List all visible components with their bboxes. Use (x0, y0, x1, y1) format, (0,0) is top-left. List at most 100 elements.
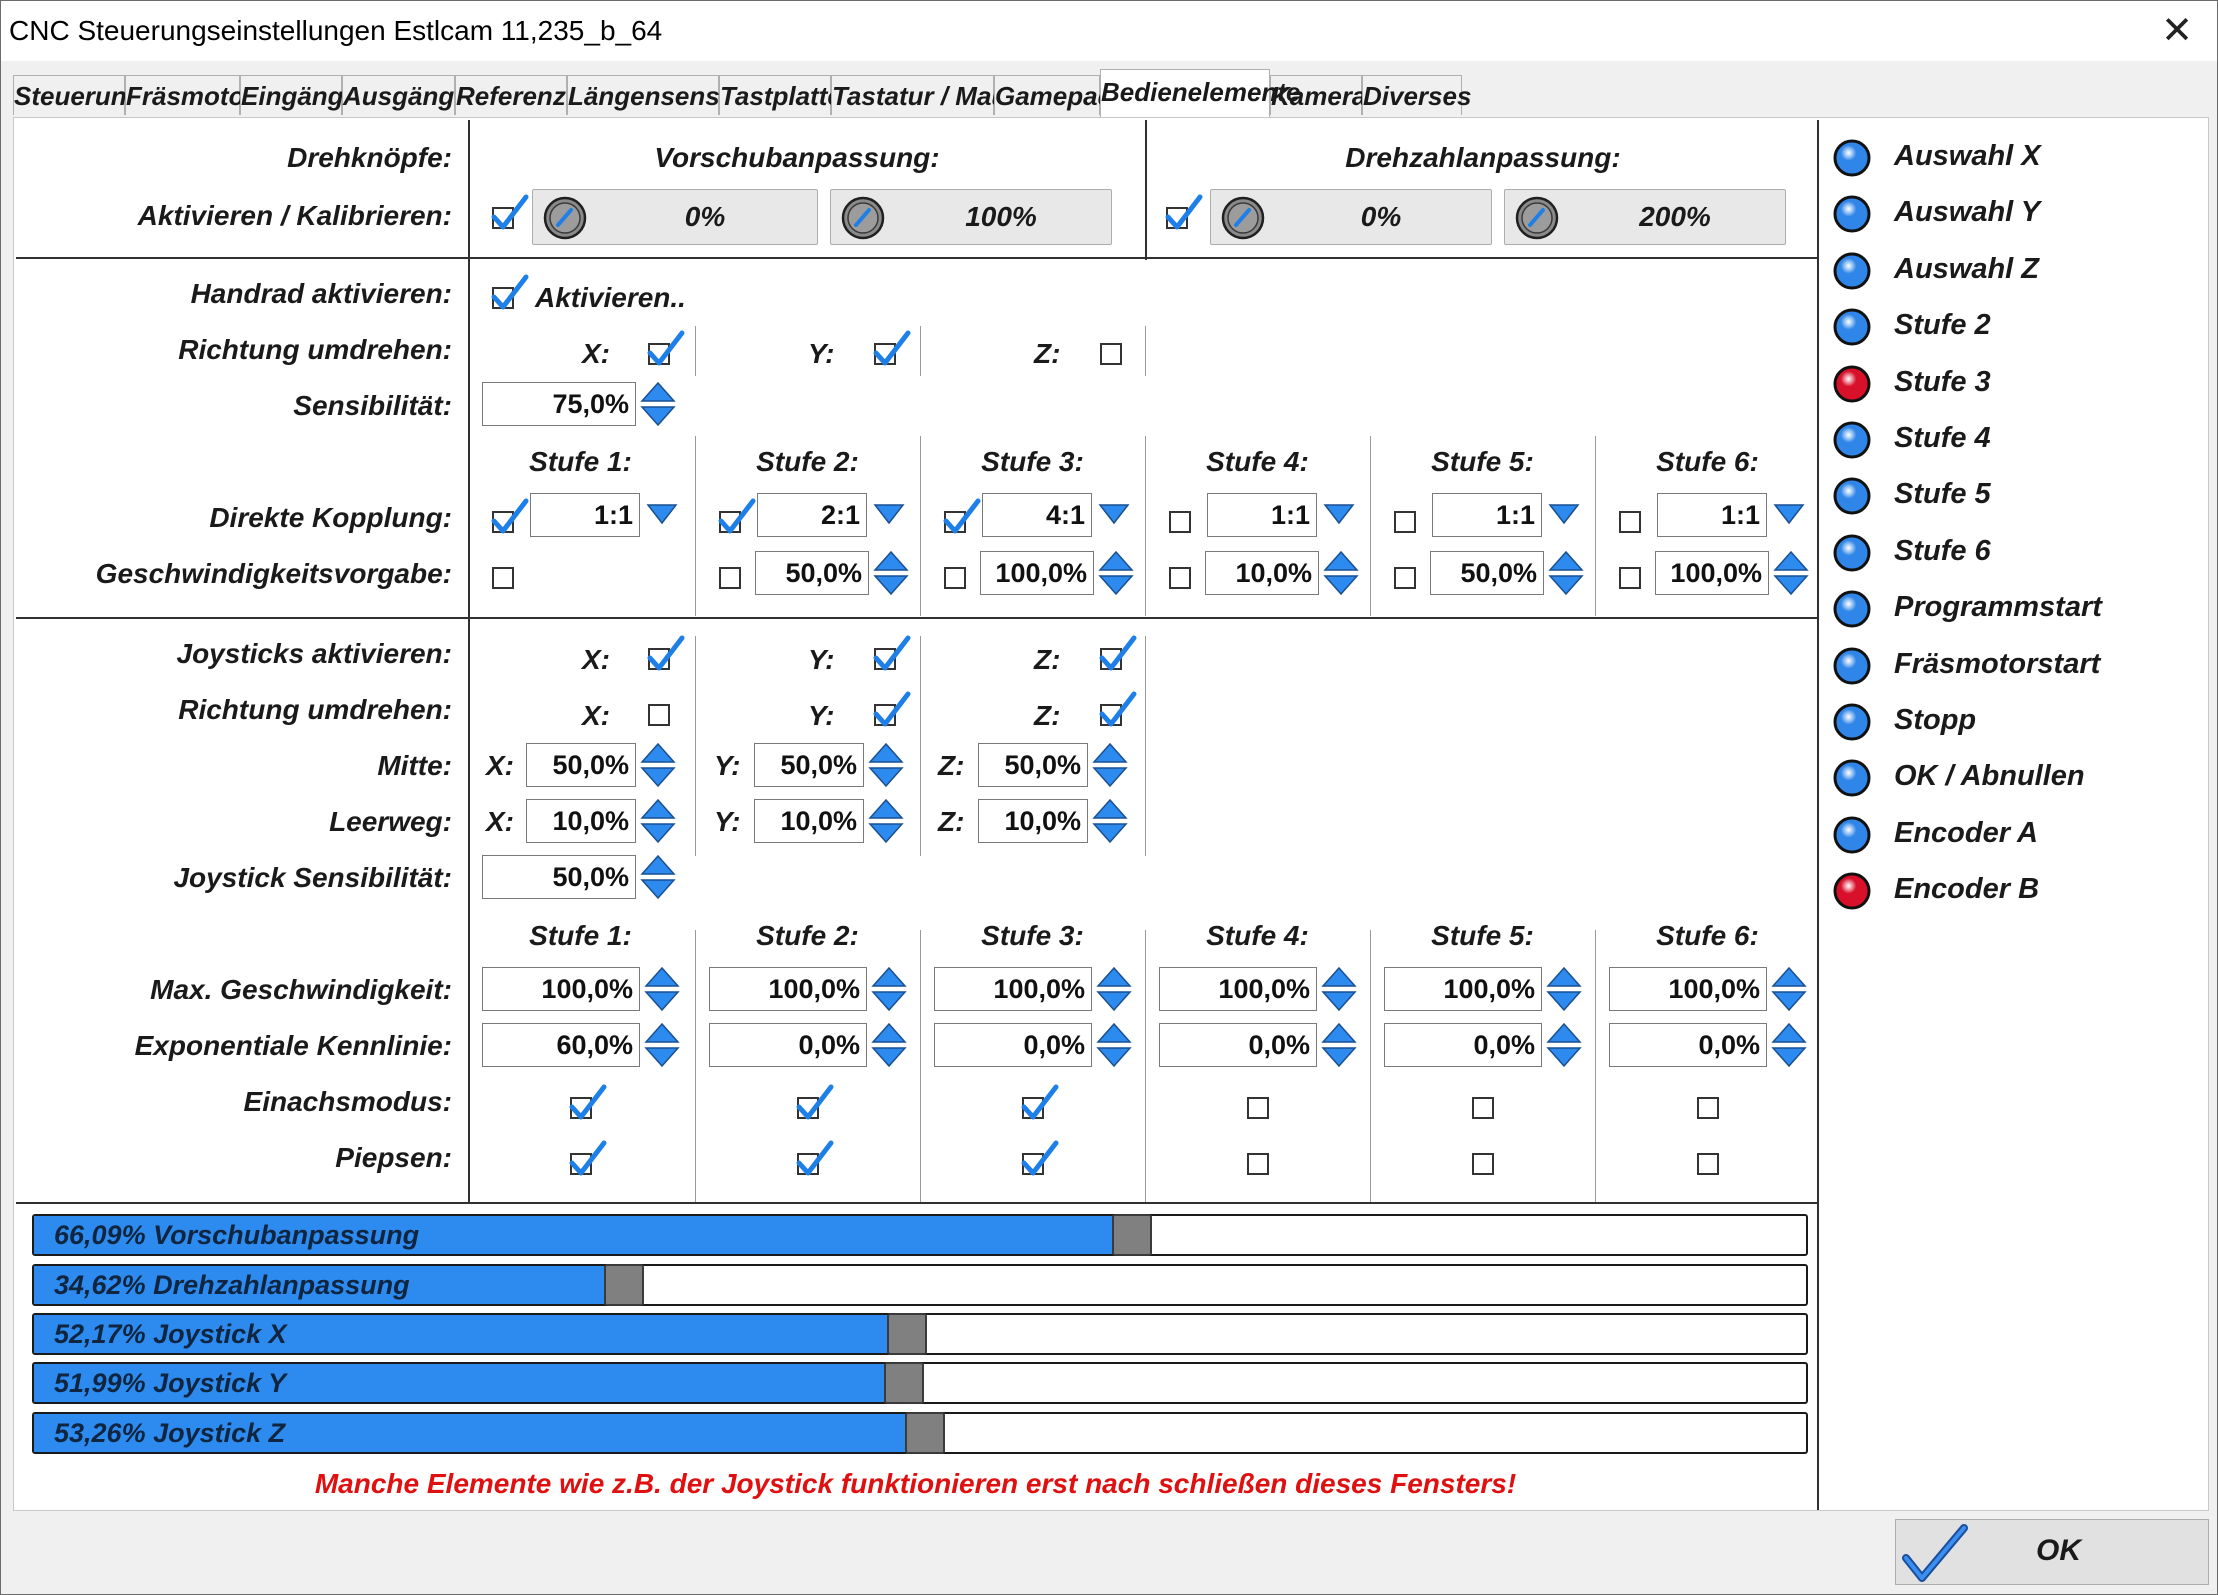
tab-steuerung[interactable]: Steuerung (13, 75, 143, 115)
tab-längensensor[interactable]: Längensensor (567, 75, 746, 115)
feed-max-calibrate-button[interactable]: 100% (830, 189, 1112, 245)
joystick-center-y-input-spinner[interactable] (868, 741, 904, 789)
speed-preset-stage-6-checkbox[interactable] (1619, 567, 1641, 589)
single-axis-stage-2-checkbox[interactable] (796, 1084, 834, 1120)
speed-min-calibrate-button[interactable]: 0% (1210, 189, 1492, 245)
handwheel-reverse-y-checkbox[interactable] (873, 330, 911, 366)
joystick-deadzone-x-input-spinner[interactable] (640, 797, 676, 845)
coupling-stage-5-ratio-dropdown-icon[interactable] (1546, 493, 1582, 537)
joystick-center-x-input[interactable]: 50,0% (526, 743, 636, 787)
speed-preset-stage-5-input[interactable]: 50,0% (1430, 551, 1544, 595)
tab-diverses[interactable]: Diverses (1362, 75, 1471, 115)
handwheel-sensitivity-input-spinner[interactable] (640, 380, 676, 428)
tab-ausgänge[interactable]: Ausgänge (342, 75, 469, 115)
handwheel-reverse-z-checkbox[interactable] (1100, 343, 1122, 365)
expo-stage-2-input-spinner[interactable] (871, 1021, 907, 1069)
tab-bedienelemente[interactable]: Bedienelemente (1100, 69, 1300, 117)
coupling-stage-4-checkbox[interactable] (1169, 511, 1191, 533)
coupling-stage-2-ratio-dropdown-icon[interactable] (871, 493, 907, 537)
joystick-center-x-input-spinner[interactable] (640, 741, 676, 789)
single-axis-stage-3-checkbox[interactable] (1021, 1084, 1059, 1120)
beep-stage-2-checkbox[interactable] (796, 1140, 834, 1176)
handwheel-sensitivity-input[interactable]: 75,0% (482, 382, 636, 426)
coupling-stage-5-ratio[interactable]: 1:1 (1432, 493, 1542, 537)
max-speed-stage-1-input-spinner[interactable] (644, 965, 680, 1013)
speed-preset-stage-5-input-spinner[interactable] (1548, 549, 1584, 597)
joystick-enable-z-checkbox[interactable] (1099, 635, 1137, 671)
beep-stage-6-checkbox[interactable] (1697, 1153, 1719, 1175)
coupling-stage-6-ratio-dropdown-icon[interactable] (1771, 493, 1807, 537)
tab-kamera[interactable]: Kamera (1270, 75, 1366, 115)
coupling-stage-1-ratio[interactable]: 1:1 (530, 493, 640, 537)
max-speed-stage-6-input-spinner[interactable] (1771, 965, 1807, 1013)
tab-fräsmotor[interactable]: Fräsmotor (125, 75, 255, 115)
expo-stage-5-input[interactable]: 0,0% (1384, 1023, 1542, 1067)
speed-preset-stage-1-checkbox[interactable] (492, 567, 514, 589)
expo-stage-3-input[interactable]: 0,0% (934, 1023, 1092, 1067)
tab-referenzf-[interactable]: Referenzf. (455, 75, 582, 115)
speed-preset-stage-4-input-spinner[interactable] (1323, 549, 1359, 597)
expo-stage-2-input[interactable]: 0,0% (709, 1023, 867, 1067)
expo-stage-4-input-spinner[interactable] (1321, 1021, 1357, 1069)
speed-preset-stage-6-input[interactable]: 100,0% (1655, 551, 1769, 595)
joystick-reverse-x-checkbox[interactable] (648, 704, 670, 726)
max-speed-stage-3-input-spinner[interactable] (1096, 965, 1132, 1013)
close-icon[interactable]: ✕ (2161, 10, 2193, 52)
speed-preset-stage-4-input[interactable]: 10,0% (1205, 551, 1319, 595)
speed-preset-stage-5-checkbox[interactable] (1394, 567, 1416, 589)
max-speed-stage-4-input-spinner[interactable] (1321, 965, 1357, 1013)
max-speed-stage-5-input-spinner[interactable] (1546, 965, 1582, 1013)
coupling-stage-2-ratio[interactable]: 2:1 (757, 493, 867, 537)
joystick-reverse-z-checkbox[interactable] (1099, 691, 1137, 727)
joystick-sensitivity-input-spinner[interactable] (640, 853, 676, 901)
coupling-stage-1-checkbox[interactable] (491, 498, 529, 534)
speed-preset-stage-2-checkbox[interactable] (719, 567, 741, 589)
ok-button[interactable]: OK (1895, 1519, 2209, 1585)
joystick-sensitivity-input[interactable]: 50,0% (482, 855, 636, 899)
joystick-deadzone-z-input-spinner[interactable] (1092, 797, 1128, 845)
speed-preset-stage-3-input[interactable]: 100,0% (980, 551, 1094, 595)
speed-preset-stage-2-input[interactable]: 50,0% (755, 551, 869, 595)
joystick-center-y-input[interactable]: 50,0% (754, 743, 864, 787)
coupling-stage-4-ratio[interactable]: 1:1 (1207, 493, 1317, 537)
single-axis-stage-5-checkbox[interactable] (1472, 1097, 1494, 1119)
expo-stage-5-input-spinner[interactable] (1546, 1021, 1582, 1069)
max-speed-stage-3-input[interactable]: 100,0% (934, 967, 1092, 1011)
feed-knob-enable-checkbox[interactable] (491, 194, 529, 230)
max-speed-stage-5-input[interactable]: 100,0% (1384, 967, 1542, 1011)
feed-min-calibrate-button[interactable]: 0% (532, 189, 818, 245)
handwheel-enable-checkbox[interactable] (491, 274, 529, 310)
beep-stage-5-checkbox[interactable] (1472, 1153, 1494, 1175)
speed-preset-stage-6-input-spinner[interactable] (1773, 549, 1809, 597)
max-speed-stage-4-input[interactable]: 100,0% (1159, 967, 1317, 1011)
expo-stage-4-input[interactable]: 0,0% (1159, 1023, 1317, 1067)
coupling-stage-5-checkbox[interactable] (1394, 511, 1416, 533)
speed-knob-enable-checkbox[interactable] (1165, 194, 1203, 230)
joystick-enable-x-checkbox[interactable] (647, 635, 685, 671)
expo-stage-3-input-spinner[interactable] (1096, 1021, 1132, 1069)
max-speed-stage-2-input[interactable]: 100,0% (709, 967, 867, 1011)
single-axis-stage-4-checkbox[interactable] (1247, 1097, 1269, 1119)
speed-preset-stage-4-checkbox[interactable] (1169, 567, 1191, 589)
tab-tastatur-maus[interactable]: Tastatur / Maus (831, 75, 1022, 115)
handwheel-reverse-x-checkbox[interactable] (647, 330, 685, 366)
single-axis-stage-6-checkbox[interactable] (1697, 1097, 1719, 1119)
coupling-stage-3-checkbox[interactable] (943, 498, 981, 534)
expo-stage-6-input[interactable]: 0,0% (1609, 1023, 1767, 1067)
coupling-stage-2-checkbox[interactable] (718, 498, 756, 534)
coupling-stage-3-ratio-dropdown-icon[interactable] (1096, 493, 1132, 537)
speed-max-calibrate-button[interactable]: 200% (1504, 189, 1786, 245)
speed-preset-stage-2-input-spinner[interactable] (873, 549, 909, 597)
max-speed-stage-2-input-spinner[interactable] (871, 965, 907, 1013)
tab-gamepad[interactable]: Gamepad (994, 75, 1114, 115)
single-axis-stage-1-checkbox[interactable] (569, 1084, 607, 1120)
coupling-stage-1-ratio-dropdown-icon[interactable] (644, 493, 680, 537)
coupling-stage-6-ratio[interactable]: 1:1 (1657, 493, 1767, 537)
joystick-deadzone-y-input-spinner[interactable] (868, 797, 904, 845)
tab-eingänge[interactable]: Eingänge (240, 75, 358, 115)
coupling-stage-3-ratio[interactable]: 4:1 (982, 493, 1092, 537)
beep-stage-4-checkbox[interactable] (1247, 1153, 1269, 1175)
beep-stage-1-checkbox[interactable] (569, 1140, 607, 1176)
tab-tastplatte[interactable]: Tastplatte (719, 75, 842, 115)
expo-stage-1-input-spinner[interactable] (644, 1021, 680, 1069)
